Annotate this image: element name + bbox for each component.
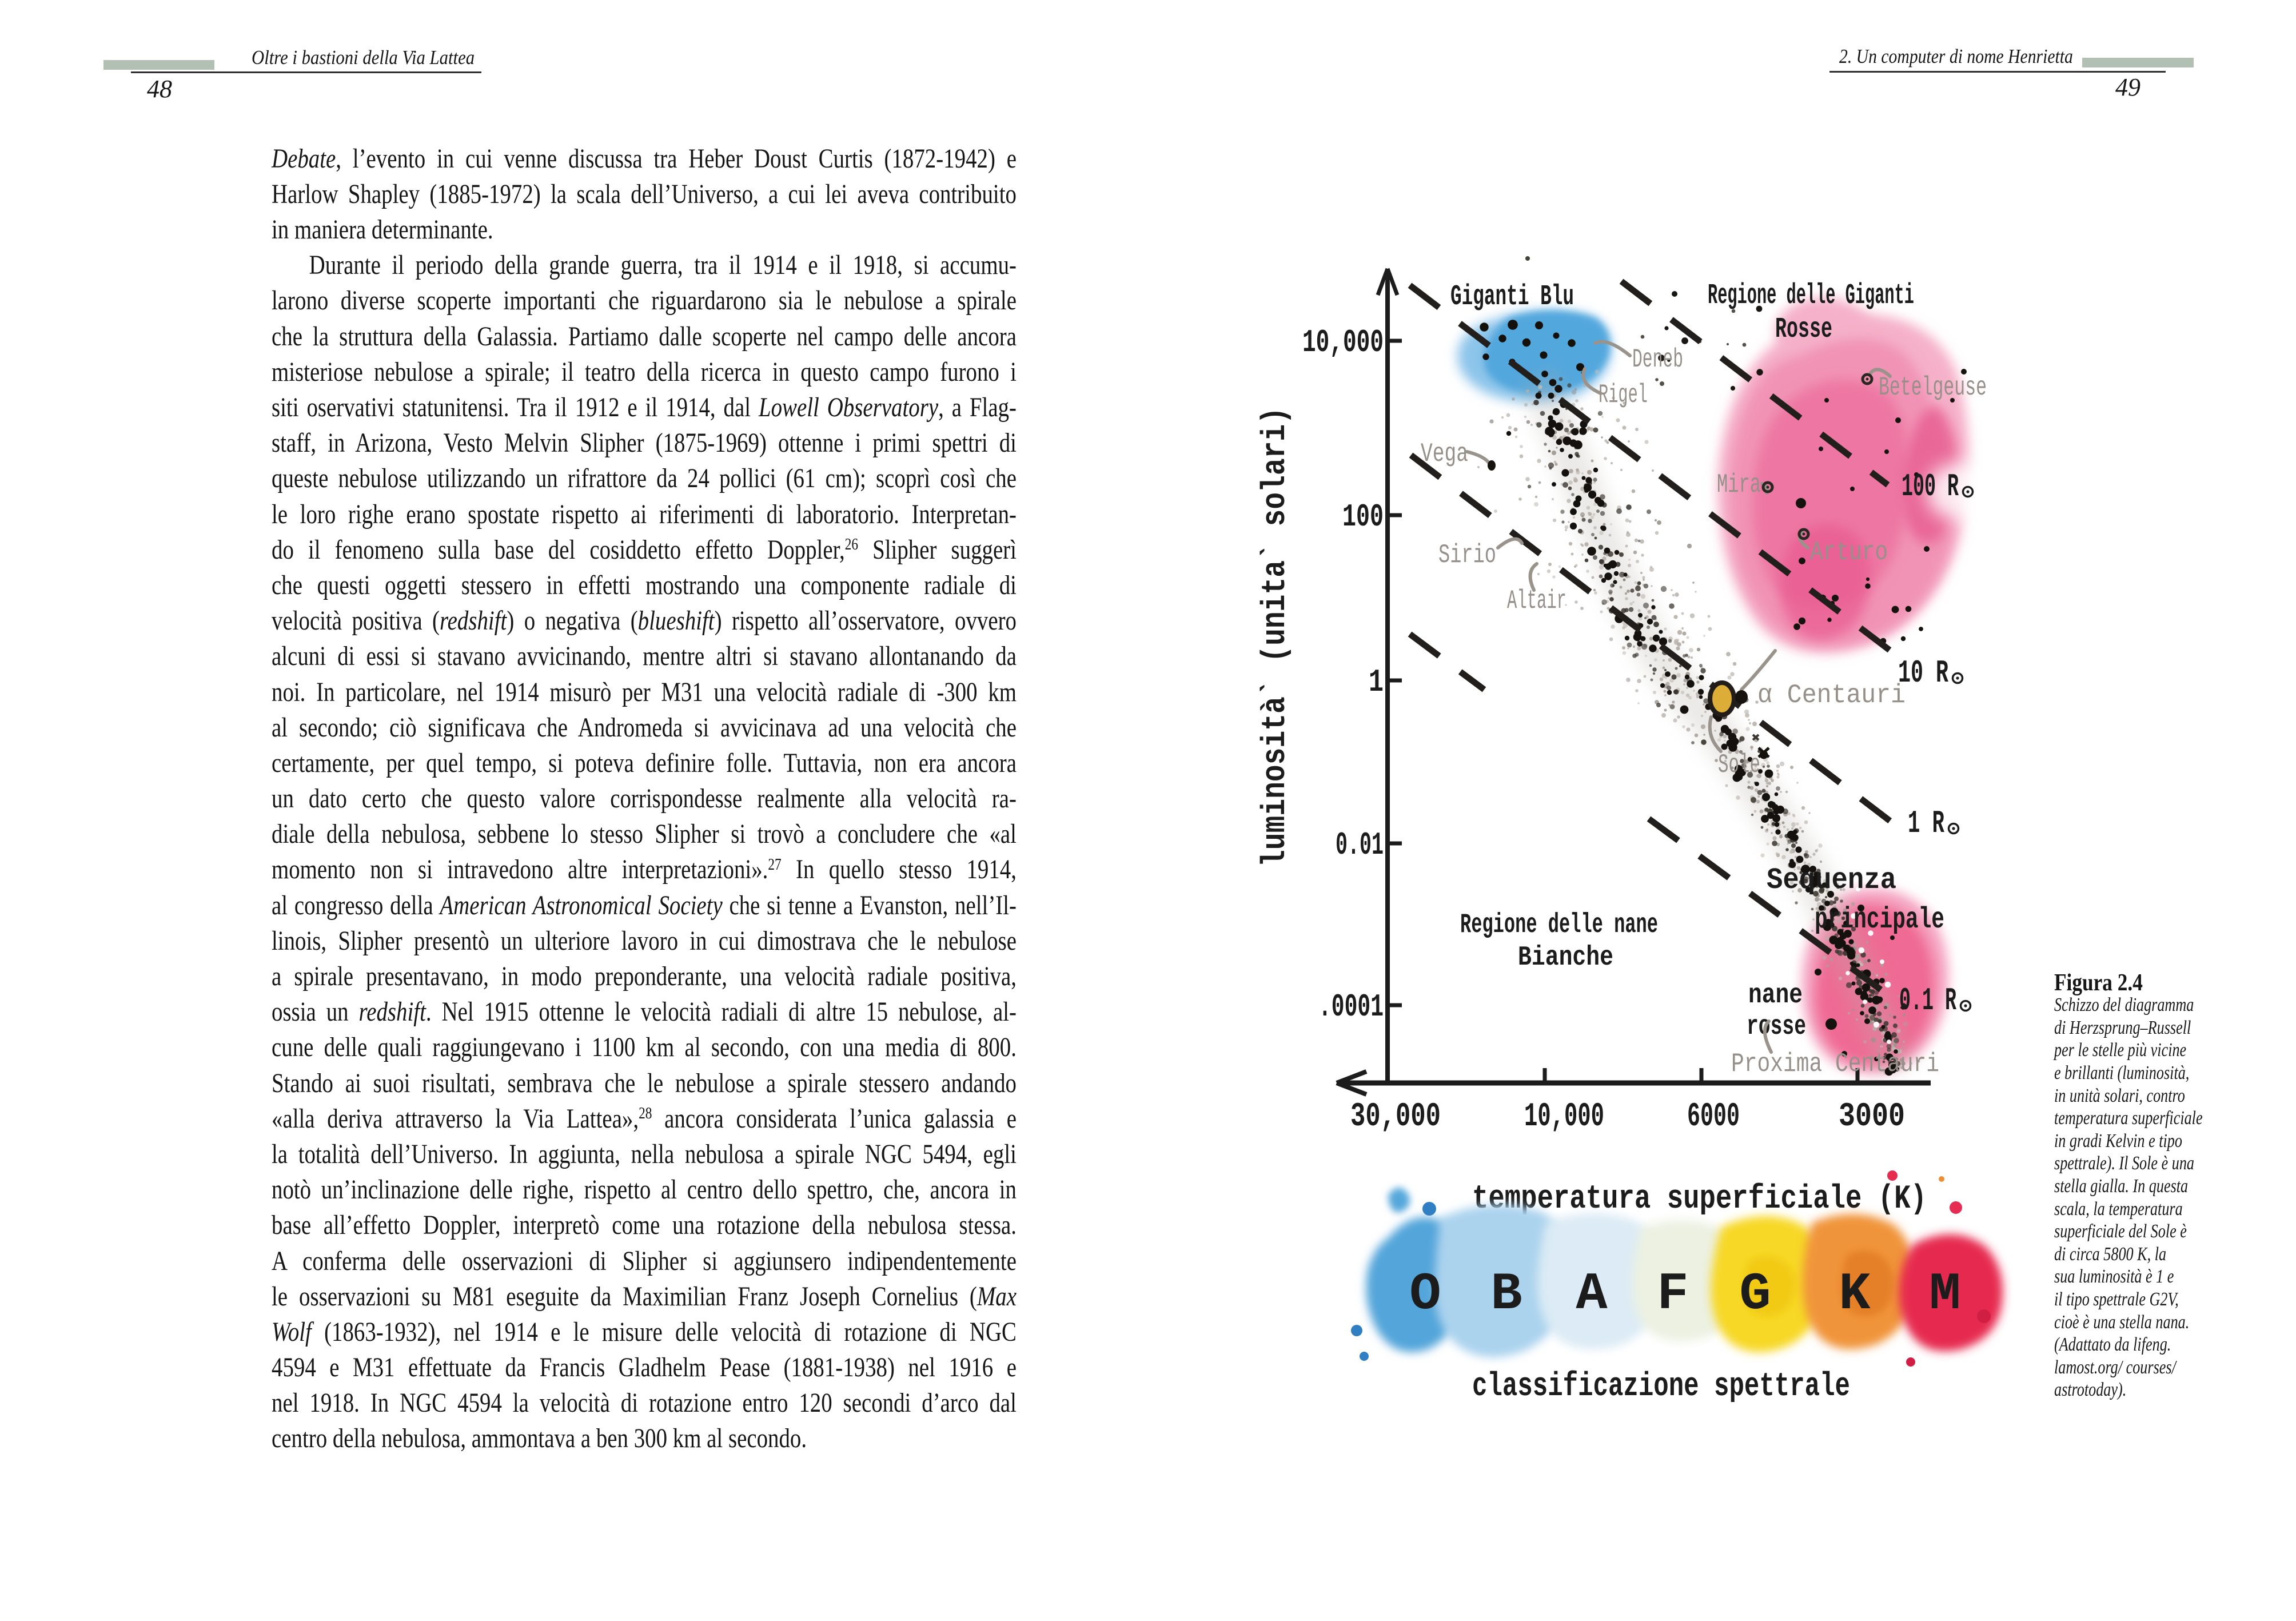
svg-text:100 R: 100 R	[1902, 468, 1959, 505]
svg-text:10 R: 10 R	[1898, 655, 1948, 691]
svg-text:Arturo: Arturo	[1810, 537, 1888, 567]
svg-text:10,000: 10,000	[1302, 324, 1384, 361]
svg-text:Sequenza: Sequenza	[1767, 863, 1896, 897]
svg-text:0.01: 0.01	[1336, 827, 1384, 863]
svg-text:Sirio: Sirio	[1438, 540, 1496, 570]
svg-text:Regione delle nane: Regione delle nane	[1460, 910, 1658, 941]
svg-text:α Centauri: α Centauri	[1757, 680, 1906, 710]
svg-text:Proxima Centauri: Proxima Centauri	[1731, 1049, 1939, 1079]
svg-text:0.1 R: 0.1 R	[1899, 982, 1956, 1019]
svg-text:K: K	[1839, 1264, 1871, 1324]
svg-text:Bianche: Bianche	[1518, 942, 1613, 973]
svg-text:G: G	[1739, 1264, 1771, 1324]
svg-text:Giganti Blu: Giganti Blu	[1450, 281, 1574, 313]
svg-text:M: M	[1929, 1264, 1960, 1324]
svg-text:rosse: rosse	[1747, 1011, 1806, 1042]
svg-text:Vega: Vega	[1421, 439, 1468, 469]
svg-text:30,000: 30,000	[1350, 1098, 1441, 1136]
svg-text:.0001: .0001	[1318, 989, 1384, 1025]
svg-text:1: 1	[1369, 664, 1384, 700]
svg-text:Altair: Altair	[1507, 586, 1566, 616]
svg-text:classificazione spettrale: classificazione spettrale	[1472, 1368, 1850, 1405]
svg-text:Deneb: Deneb	[1632, 345, 1683, 375]
svg-text:F: F	[1657, 1264, 1688, 1324]
svg-text:Rosse: Rosse	[1775, 313, 1832, 346]
svg-text:O: O	[1409, 1264, 1441, 1324]
svg-text:principale: principale	[1815, 903, 1944, 937]
svg-text:temperatura superficiale (K): temperatura superficiale (K)	[1472, 1181, 1927, 1218]
svg-text:1 R: 1 R	[1908, 805, 1944, 842]
svg-text:Sole: Sole	[1718, 750, 1760, 780]
svg-text:nane: nane	[1748, 980, 1803, 1011]
svg-text:B: B	[1490, 1264, 1522, 1324]
svg-text:100: 100	[1342, 499, 1384, 535]
svg-text:Regione delle Giganti: Regione delle Giganti	[1708, 280, 1914, 312]
svg-text:A: A	[1576, 1264, 1608, 1324]
svg-text:3000: 3000	[1839, 1098, 1905, 1136]
svg-text:luminositàˋ (unitaˋ solari): luminositàˋ (unitaˋ solari)	[1257, 407, 1294, 867]
svg-text:Betelgeuse: Betelgeuse	[1879, 373, 1987, 403]
svg-text:Mira: Mira	[1717, 470, 1761, 500]
svg-text:Rigel: Rigel	[1599, 380, 1648, 410]
svg-text:10,000: 10,000	[1524, 1098, 1604, 1136]
svg-text:6000: 6000	[1687, 1098, 1740, 1136]
